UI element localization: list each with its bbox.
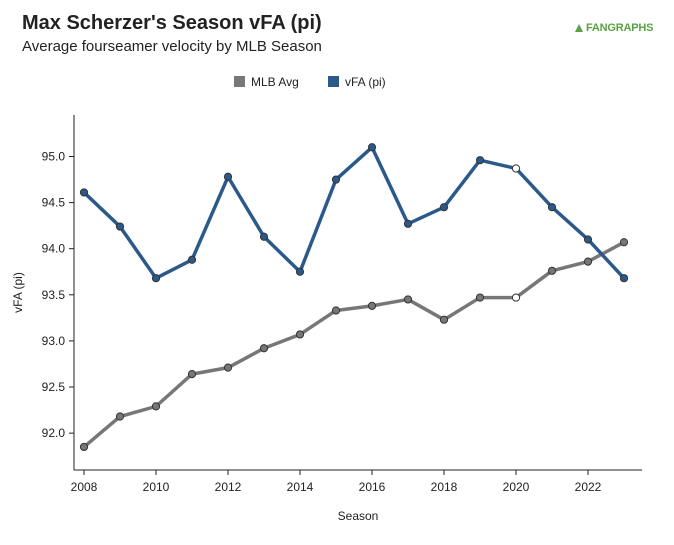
data-point — [223, 363, 233, 372]
series-line — [82, 145, 626, 280]
y-axis-title: vFA (pi) — [11, 272, 25, 313]
data-point — [187, 255, 197, 264]
data-point — [403, 295, 413, 304]
series-vfa-pi — [79, 143, 629, 283]
y-tick-label: 93.5 — [42, 288, 66, 302]
fangraphs-logo: FANGRAPHS — [574, 22, 653, 34]
data-point — [223, 172, 233, 181]
chart-subtitle: Average fourseamer velocity by MLB Seaso… — [22, 38, 322, 55]
legend-label: MLB Avg — [251, 75, 299, 89]
x-tick-label: 2008 — [71, 480, 98, 494]
x-tick-label: 2020 — [503, 480, 530, 494]
data-point — [151, 402, 161, 411]
chart-title: Max Scherzer's Season vFA (pi) — [22, 12, 322, 34]
x-tick-label: 2014 — [287, 480, 314, 494]
data-point — [151, 274, 161, 283]
data-point — [439, 203, 449, 212]
x-axis-title: Season — [338, 509, 379, 523]
legend-item-vfa-pi: vFA (pi) — [328, 75, 386, 89]
data-point — [259, 232, 269, 241]
data-point — [367, 143, 377, 152]
legend-swatch — [328, 76, 339, 87]
data-point — [583, 235, 593, 244]
data-point — [547, 266, 557, 275]
data-point — [331, 175, 341, 184]
data-point — [403, 219, 413, 228]
chart-axes: 92.0 92.5 93.0 93.5 94.0 94.5 95.0 2008 2010 2012… — [42, 115, 642, 494]
x-tick-label: 2022 — [575, 480, 602, 494]
y-tick-label: 93.0 — [42, 334, 66, 348]
data-point — [475, 293, 485, 302]
data-point — [583, 257, 593, 266]
data-point — [547, 203, 557, 212]
data-point — [475, 156, 485, 165]
data-point — [439, 315, 449, 324]
data-point — [331, 306, 341, 315]
x-tick-label: 2012 — [215, 480, 242, 494]
x-tick-label: 2018 — [431, 480, 458, 494]
legend: MLB Avg vFA (pi) — [234, 75, 386, 89]
data-point — [259, 344, 269, 353]
legend-swatch — [234, 76, 245, 87]
y-tick-label: 92.0 — [42, 426, 66, 440]
y-tick-label: 95.0 — [42, 149, 66, 163]
legend-item-mlb-avg: MLB Avg — [234, 75, 299, 89]
fangraphs-logo-text: FANGRAPHS — [586, 22, 654, 34]
fangraphs-leaf-icon — [575, 24, 583, 32]
data-point — [79, 442, 89, 452]
y-tick-label: 94.0 — [42, 242, 66, 256]
series-line — [82, 240, 626, 449]
data-point — [511, 164, 521, 173]
data-point — [367, 301, 377, 310]
data-point — [295, 330, 305, 339]
series-layer — [79, 143, 629, 452]
x-tick-label: 2010 — [143, 480, 170, 494]
data-point — [619, 274, 629, 283]
y-tick-label: 92.5 — [42, 380, 66, 394]
data-point — [295, 267, 305, 276]
legend-label: vFA (pi) — [345, 75, 386, 89]
series-mlb-avg — [79, 238, 629, 452]
data-point — [79, 188, 89, 197]
data-point — [115, 222, 125, 231]
data-point — [115, 412, 125, 421]
data-point — [187, 370, 197, 379]
data-point — [511, 293, 521, 302]
y-tick-label: 94.5 — [42, 196, 66, 210]
data-point — [619, 238, 629, 247]
x-tick-label: 2016 — [359, 480, 386, 494]
